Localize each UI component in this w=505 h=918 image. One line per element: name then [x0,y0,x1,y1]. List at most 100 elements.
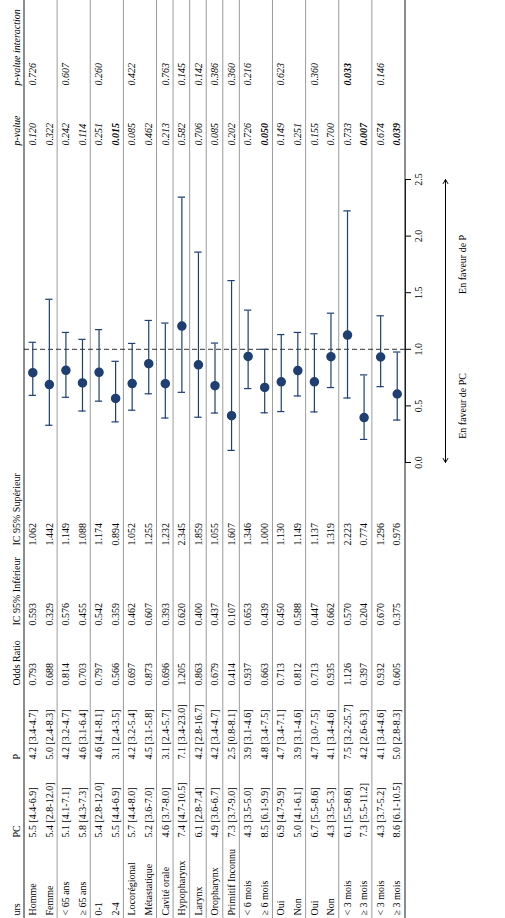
svg-text:p-value interaction: p-value interaction [11,9,22,86]
svg-text:4.1 [3.4-4.6]: 4.1 [3.4-4.6] [325,710,336,760]
svg-text:2.5: 2.5 [413,173,424,186]
svg-text:6.1 [5.5-8.6]: 6.1 [5.5-8.6] [342,788,353,838]
svg-text:5.7 [4.4-8.0]: 5.7 [4.4-8.0] [126,788,137,838]
svg-text:≥ 3 mois: ≥ 3 mois [358,880,369,915]
svg-text:Homme: Homme [27,883,38,916]
svg-text:4.2 [3.2-5.4]: 4.2 [3.2-5.4] [126,710,137,760]
svg-text:8.5 [6.1-9.9]: 8.5 [6.1-9.9] [259,788,270,838]
svg-text:0.763: 0.763 [160,63,171,86]
svg-text:Primitif Inconnu: Primitif Inconnu [226,849,237,915]
svg-text:4.6 [4.1-8.1]: 4.6 [4.1-8.1] [93,710,104,760]
svg-text:0.688: 0.688 [44,663,55,686]
svg-text:6.9 [4.7-9.9]: 6.9 [4.7-9.9] [275,788,286,838]
svg-text:Cavité orale: Cavité orale [160,866,171,915]
svg-text:7.3 [5.5-11.2]: 7.3 [5.5-11.2] [358,783,369,838]
svg-text:5.1 [4.1-7.1]: 5.1 [4.1-7.1] [60,788,71,838]
svg-text:0.393: 0.393 [160,603,171,626]
svg-text:4.6 [3.1-6.4]: 4.6 [3.1-6.4] [77,710,88,760]
svg-text:4.3 [3.7-5.2]: 4.3 [3.7-5.2] [375,788,386,838]
svg-text:0.375: 0.375 [391,603,402,626]
svg-text:0.873: 0.873 [143,663,154,686]
svg-text:4.7 [3.0-7.5]: 4.7 [3.0-7.5] [309,710,320,760]
svg-text:1.232: 1.232 [160,523,171,546]
svg-text:0.696: 0.696 [160,663,171,686]
svg-text:0.146: 0.146 [375,63,386,86]
svg-text:0.674: 0.674 [375,123,386,146]
svg-text:0.863: 0.863 [193,663,204,686]
svg-text:0.726: 0.726 [27,63,38,86]
svg-text:1.0: 1.0 [413,343,424,356]
svg-text:0.359: 0.359 [110,603,121,626]
svg-text:Locorégional: Locorégional [126,862,137,916]
svg-text:4.2 [2.8-16.7]: 4.2 [2.8-16.7] [193,705,204,760]
svg-text:0.542: 0.542 [93,603,104,626]
svg-text:4.5 [3.1-5.8]: 4.5 [3.1-5.8] [143,710,154,760]
svg-text:< 3 mois: < 3 mois [375,880,386,915]
svg-text:1.607: 1.607 [226,523,237,546]
svg-text:0.422: 0.422 [126,63,137,86]
svg-text:0.679: 0.679 [209,663,220,686]
svg-text:0.937: 0.937 [242,663,253,686]
svg-text:0.663: 0.663 [259,663,270,686]
svg-text:Odds Ratio: Odds Ratio [11,640,22,685]
svg-text:0.202: 0.202 [226,123,237,146]
svg-text:≥ 6 mois: ≥ 6 mois [259,880,270,915]
svg-text:0.570: 0.570 [342,603,353,626]
svg-text:0.703: 0.703 [77,663,88,686]
svg-text:0-1: 0-1 [93,902,104,915]
svg-text:IC 95% Supérieur: IC 95% Supérieur [11,473,22,546]
svg-text:0.329: 0.329 [44,603,55,626]
svg-text:0.142: 0.142 [193,63,204,86]
svg-text:0.733: 0.733 [342,123,353,146]
svg-text:0.213: 0.213 [160,123,171,146]
svg-text:3.1 [2.4-5.7]: 3.1 [2.4-5.7] [160,710,171,760]
svg-text:5.0 [2.4-8.3]: 5.0 [2.4-8.3] [44,710,55,760]
svg-text:0.623: 0.623 [275,63,286,86]
svg-text:5.5 [4.4-6.9]: 5.5 [4.4-6.9] [110,788,121,838]
svg-text:4.3 [3.5-5.0]: 4.3 [3.5-5.0] [242,788,253,838]
svg-text:Non: Non [292,898,303,915]
svg-text:0.620: 0.620 [176,603,187,626]
svg-text:0.713: 0.713 [275,663,286,686]
svg-text:0.607: 0.607 [60,62,71,86]
svg-text:0.360: 0.360 [309,63,320,86]
svg-text:1.319: 1.319 [325,523,336,546]
svg-text:1.149: 1.149 [292,523,303,546]
svg-text:6.1 [2.8-7.4]: 6.1 [2.8-7.4] [193,788,204,838]
svg-text:4.6 [3.7-8.0]: 4.6 [3.7-8.0] [160,788,171,838]
svg-text:1.205: 1.205 [176,663,187,686]
svg-text:0.726: 0.726 [242,123,253,146]
svg-text:0.360: 0.360 [226,63,237,86]
svg-text:0.107: 0.107 [226,603,237,626]
svg-text:5.8 [4.3-7.3]: 5.8 [4.3-7.3] [77,788,88,838]
svg-text:0.216: 0.216 [242,63,253,86]
svg-text:3.9 [3.1-4.6]: 3.9 [3.1-4.6] [292,710,303,760]
svg-text:0.566: 0.566 [110,663,121,686]
svg-text:4.8 [3.4-7.5]: 4.8 [3.4-7.5] [259,710,270,760]
svg-text:IC 95% Inférieur: IC 95% Inférieur [11,557,22,626]
svg-text:0.593: 0.593 [27,603,38,626]
svg-text:0.400: 0.400 [193,603,204,626]
svg-text:Oui: Oui [309,900,320,915]
svg-text:0.242: 0.242 [60,123,71,146]
svg-text:4.7 [3.4-7.1]: 4.7 [3.4-7.1] [275,710,286,760]
svg-text:< 65 ans: < 65 ans [60,881,71,915]
svg-text:1.062: 1.062 [27,523,38,546]
svg-text:3.9 [3.1-4.6]: 3.9 [3.1-4.6] [242,710,253,760]
svg-text:1.346: 1.346 [242,523,253,546]
svg-text:0.576: 0.576 [60,603,71,626]
svg-text:5.2 [3.6-7.0]: 5.2 [3.6-7.0] [143,788,154,838]
svg-text:Oui: Oui [275,900,286,915]
svg-text:0.774: 0.774 [358,523,369,546]
svg-text:0.439: 0.439 [259,603,270,626]
svg-text:PC: PC [11,825,22,838]
svg-text:4.2 [3.2-4.7]: 4.2 [3.2-4.7] [60,710,71,760]
svg-text:7.3 [3.7-9.0]: 7.3 [3.7-9.0] [226,788,237,838]
svg-text:0.450: 0.450 [275,603,286,626]
svg-text:0.155: 0.155 [309,123,320,146]
svg-text:≥ 3 mois: ≥ 3 mois [391,880,402,915]
svg-text:0.935: 0.935 [325,663,336,686]
svg-text:1.442: 1.442 [44,523,55,546]
svg-text:Femme: Femme [44,885,55,916]
svg-text:Non: Non [325,898,336,915]
